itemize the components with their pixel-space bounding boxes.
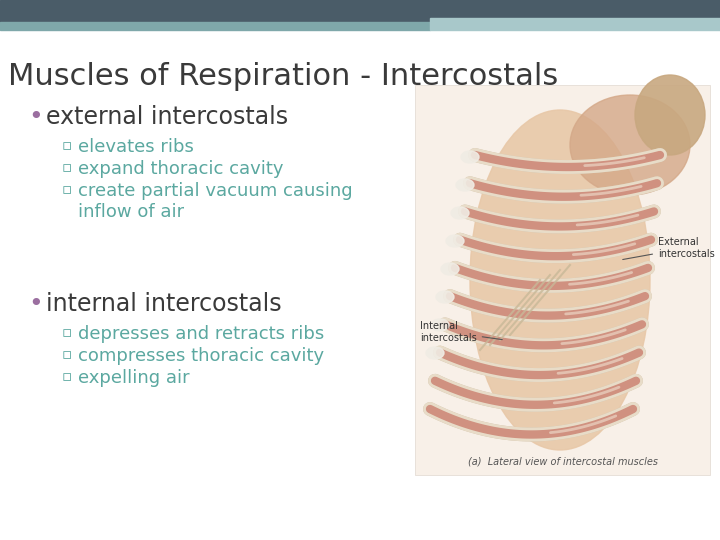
Ellipse shape [446, 235, 464, 247]
Text: ▫: ▫ [62, 182, 73, 197]
Text: external intercostals: external intercostals [46, 105, 288, 129]
Text: internal intercostals: internal intercostals [46, 292, 282, 316]
Text: External
intercostals: External intercostals [623, 237, 715, 260]
Text: create partial vacuum causing
inflow of air: create partial vacuum causing inflow of … [78, 182, 353, 221]
Bar [0, 0, 720, 22]
Text: •: • [28, 292, 42, 316]
Ellipse shape [456, 179, 474, 191]
Bar [415, 85, 710, 475]
Ellipse shape [570, 95, 690, 195]
Text: •: • [28, 105, 42, 129]
Text: expelling air: expelling air [78, 369, 189, 387]
Ellipse shape [461, 151, 479, 163]
Ellipse shape [635, 75, 705, 155]
Ellipse shape [431, 319, 449, 331]
Text: depresses and retracts ribs: depresses and retracts ribs [78, 325, 324, 343]
Text: ▫: ▫ [62, 138, 73, 153]
Ellipse shape [470, 110, 650, 450]
Ellipse shape [426, 347, 444, 359]
Text: elevates ribs: elevates ribs [78, 138, 194, 156]
Ellipse shape [451, 207, 469, 219]
Text: expand thoracic cavity: expand thoracic cavity [78, 160, 284, 178]
Ellipse shape [441, 263, 459, 275]
Text: ▫: ▫ [62, 347, 73, 362]
Text: ▫: ▫ [62, 160, 73, 175]
Text: compresses thoracic cavity: compresses thoracic cavity [78, 347, 324, 365]
Text: ▫: ▫ [62, 369, 73, 384]
Text: Internal
intercostals: Internal intercostals [420, 321, 503, 343]
Text: (a)  Lateral view of intercostal muscles: (a) Lateral view of intercostal muscles [467, 457, 657, 467]
Bar [430, 18, 720, 30]
Ellipse shape [436, 291, 454, 303]
Text: ▫: ▫ [62, 325, 73, 340]
Bar [0, 22, 430, 30]
Text: Muscles of Respiration - Intercostals: Muscles of Respiration - Intercostals [8, 62, 558, 91]
